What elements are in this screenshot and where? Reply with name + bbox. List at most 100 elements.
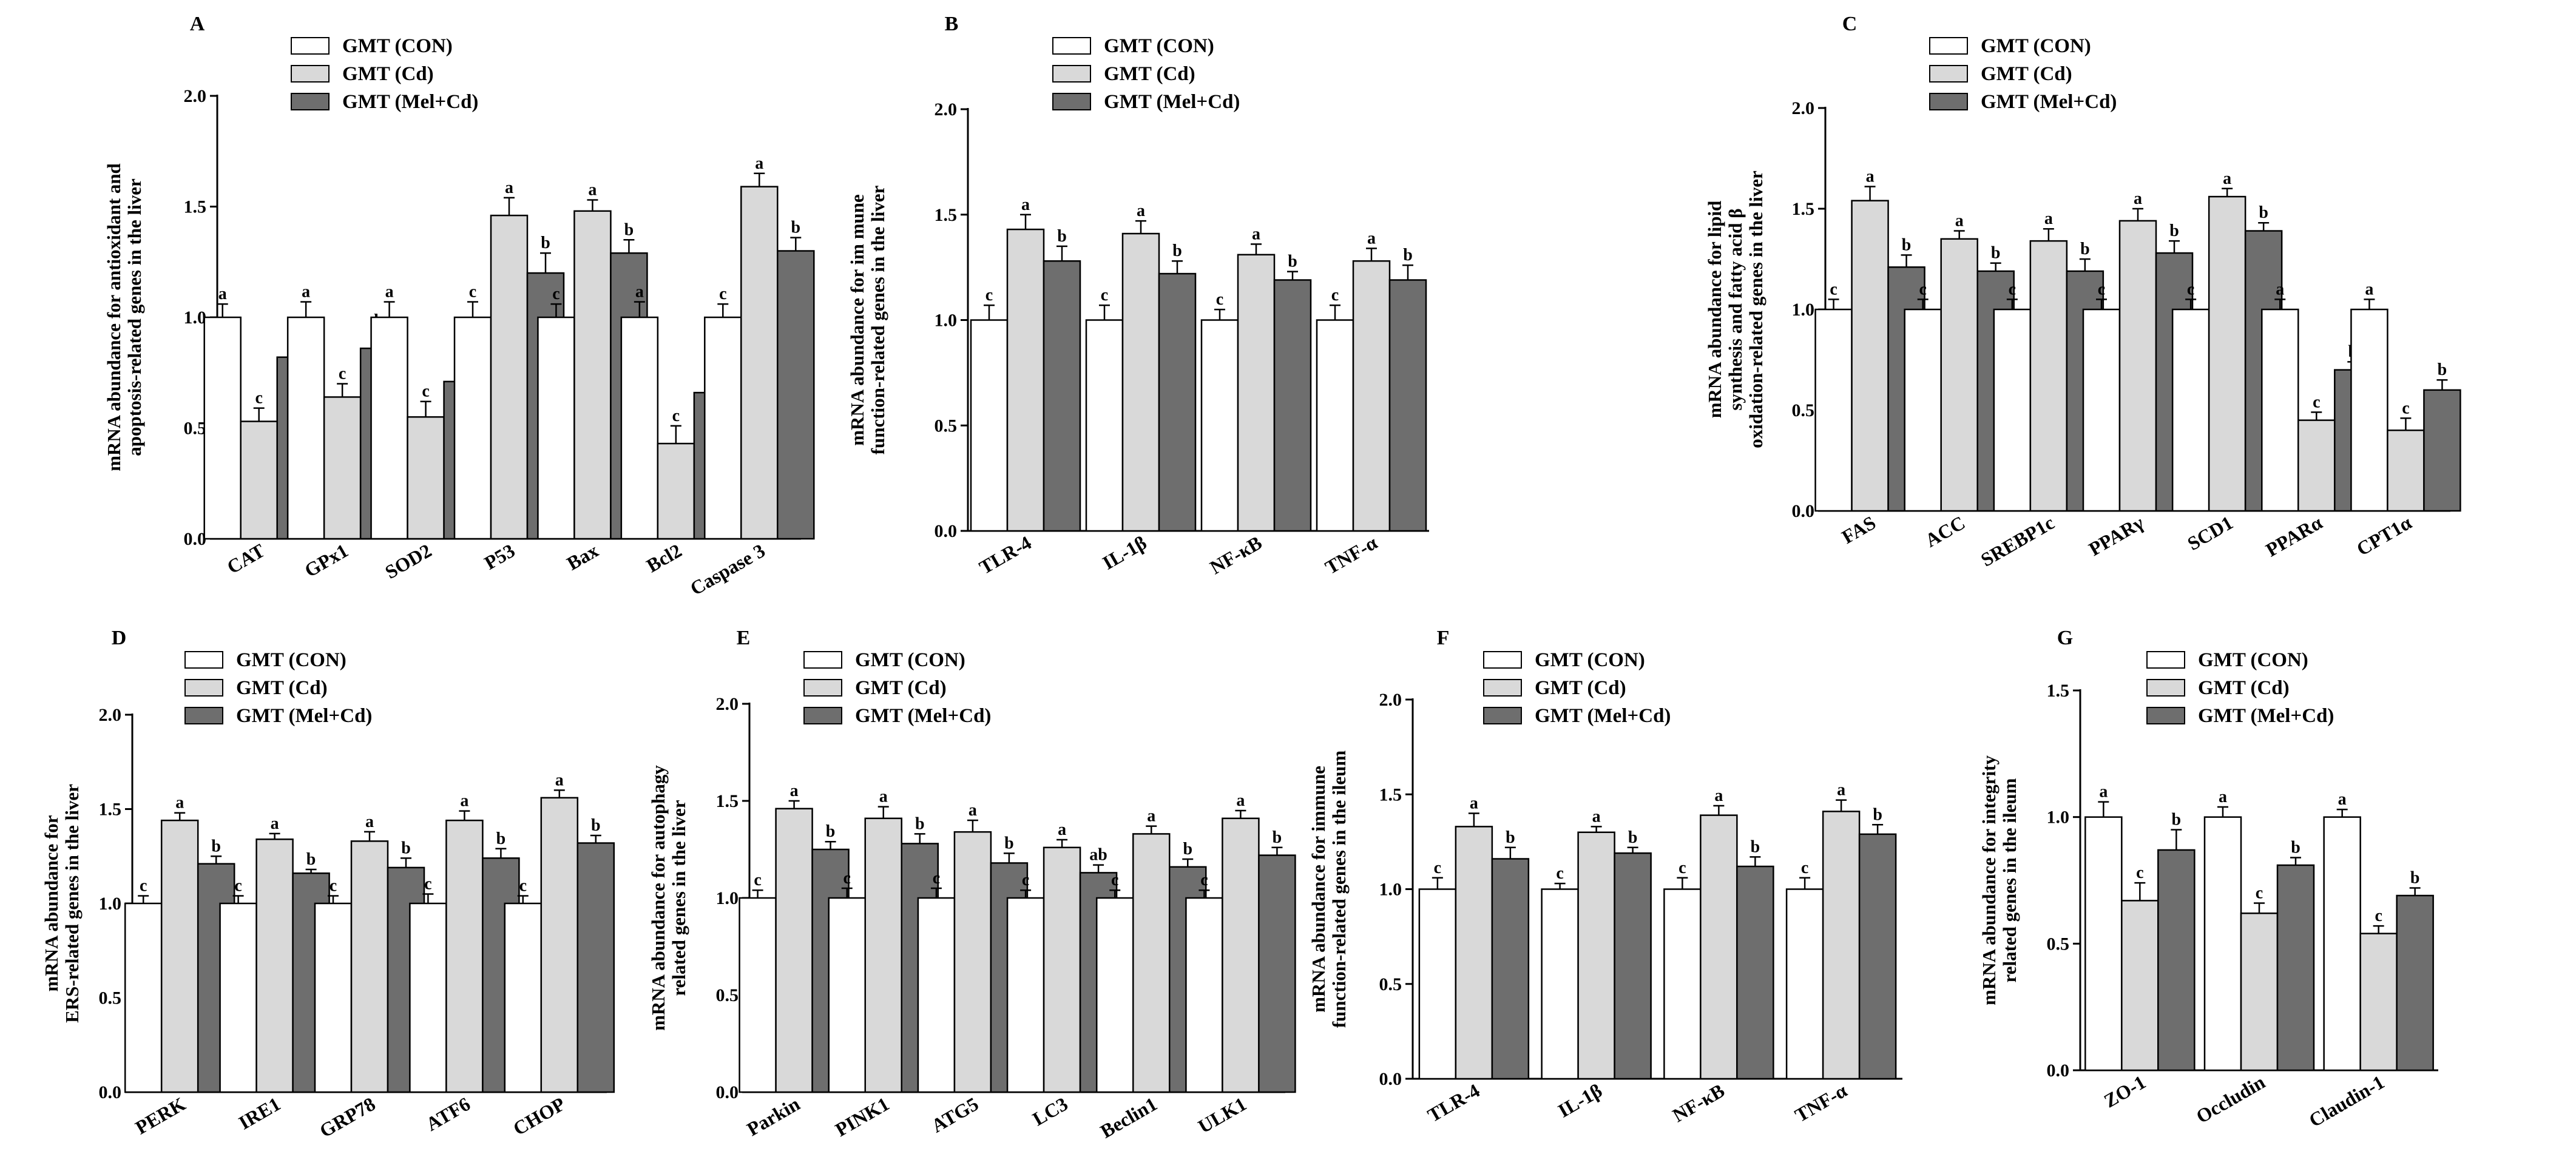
legend-swatch <box>1929 37 1968 55</box>
panel-c: C GMT (CON) GMT (Cd) GMT (Mel+Cd) 0.0 0.5 1.0 1… <box>1704 13 2461 571</box>
legend-swatch <box>1052 37 1091 55</box>
bar <box>1700 814 1738 1080</box>
x-tick-label: IL-1β <box>1099 531 1151 574</box>
significance-letter: b <box>1873 805 1882 824</box>
bar <box>1851 200 1889 512</box>
significance-letter: a <box>302 282 310 301</box>
y-tick-label: 1.5 <box>99 800 122 820</box>
x-tick-label: ATF6 <box>422 1093 474 1135</box>
legend-label: GMT (CON) <box>2198 649 2308 671</box>
y-axis-title: related genes in the ileum <box>1999 778 2020 982</box>
significance-letter: c <box>1556 864 1563 883</box>
x-tick-label: PPARγ <box>2085 511 2148 560</box>
panel-label: D <box>112 627 127 649</box>
x-tick-label: CAT <box>223 539 268 578</box>
significance-letter: a <box>2099 783 2108 801</box>
bar <box>1455 826 1493 1080</box>
y-tick-label: 0.0 <box>935 521 958 541</box>
significance-letter: b <box>1057 227 1067 246</box>
bar <box>576 842 615 1093</box>
bar <box>1132 833 1171 1093</box>
bar <box>970 319 1009 532</box>
x-tick-label: ULK1 <box>1194 1093 1250 1138</box>
significance-letter: c <box>2187 280 2194 299</box>
bar <box>1158 272 1197 532</box>
bar <box>2350 308 2388 512</box>
y-tick-label: 1.0 <box>99 894 122 914</box>
y-tick-label: 1.5 <box>935 205 958 225</box>
significance-letter: b <box>2169 221 2179 240</box>
significance-letter: c <box>2313 393 2320 411</box>
bar <box>1577 831 1615 1080</box>
y-tick-label: 0.5 <box>184 419 207 439</box>
legend-swatch <box>803 707 842 724</box>
x-tick-label: Occludin <box>2192 1071 2269 1128</box>
x-tick-label: ACC <box>1921 511 1969 552</box>
legend-label: GMT (Mel+Cd) <box>1535 705 1671 727</box>
significance-letter: b <box>1403 246 1413 265</box>
legend-swatch <box>184 651 223 669</box>
significance-letter: a <box>1252 224 1260 243</box>
y-axis-title: ERS-related genes in the liver <box>61 784 83 1023</box>
significance-letter: a <box>969 801 977 820</box>
y-tick-label: 2.0 <box>99 705 122 725</box>
significance-letter: c <box>933 869 940 888</box>
y-tick-label: 2.0 <box>935 100 958 120</box>
x-tick-label: CHOP <box>509 1093 569 1139</box>
bar <box>255 839 294 1093</box>
legend-label: GMT (Cd) <box>1981 63 2072 85</box>
significance-letter: a <box>1058 820 1066 839</box>
x-tick-label: TNF-α <box>1791 1079 1851 1127</box>
bar <box>740 186 779 540</box>
bar <box>917 897 956 1093</box>
legend-label: GMT (Cd) <box>1104 63 1195 85</box>
significance-letter: a <box>2338 790 2347 809</box>
significance-letter: b <box>541 234 550 252</box>
legend-label: GMT (Cd) <box>2198 677 2290 699</box>
legend-label: GMT (Mel+Cd) <box>2198 705 2334 727</box>
y-axis-title: mRNA abundance for im mune <box>847 194 868 446</box>
significance-letter: b <box>2291 838 2300 857</box>
bar <box>2029 240 2068 512</box>
significance-letter: b <box>2080 240 2090 258</box>
x-tick-label: Bax <box>563 539 602 575</box>
legend-swatch <box>1929 93 1968 110</box>
significance-letter: c <box>1216 290 1223 309</box>
bar <box>160 819 199 1093</box>
bar <box>1663 888 1702 1080</box>
significance-letter: a <box>385 282 394 301</box>
significance-letter: c <box>1111 871 1118 889</box>
bar <box>2118 220 2157 512</box>
significance-letter: a <box>879 788 888 806</box>
y-tick-label: 0.5 <box>1792 400 1815 420</box>
bar <box>2423 389 2461 512</box>
y-axis-title: mRNA abundance for antioxidant and <box>103 163 124 471</box>
bar <box>1614 852 1652 1080</box>
y-tick-label: 0.5 <box>99 988 122 1008</box>
significance-letter: c <box>1801 859 1808 877</box>
legend-label: GMT (Mel+Cd) <box>855 705 991 727</box>
significance-letter: c <box>424 874 431 893</box>
x-tick-label: ZO-1 <box>2100 1071 2149 1112</box>
significance-letter: c <box>1200 871 1208 889</box>
significance-letter: c <box>519 877 527 896</box>
significance-letter: a <box>365 812 374 831</box>
x-tick-label: GPx1 <box>300 539 351 581</box>
legend-label: GMT (Cd) <box>1535 677 1626 699</box>
bar <box>620 316 659 540</box>
significance-letter: c <box>2402 399 2409 417</box>
significance-letter: b <box>1751 837 1760 856</box>
bar <box>864 817 902 1093</box>
x-tick-label: SCD1 <box>2183 511 2236 555</box>
significance-letter: c <box>843 869 851 888</box>
significance-letter: c <box>234 877 242 896</box>
x-tick-label: SOD2 <box>381 539 435 583</box>
significance-letter: b <box>496 829 506 848</box>
x-tick-label: Bcl2 <box>643 539 685 576</box>
significance-letter: a <box>635 282 644 301</box>
bar <box>1316 319 1354 532</box>
significance-letter: b <box>1628 828 1638 847</box>
bar <box>409 902 447 1093</box>
bar <box>1237 254 1276 532</box>
x-tick-label: Beclin1 <box>1097 1093 1161 1142</box>
